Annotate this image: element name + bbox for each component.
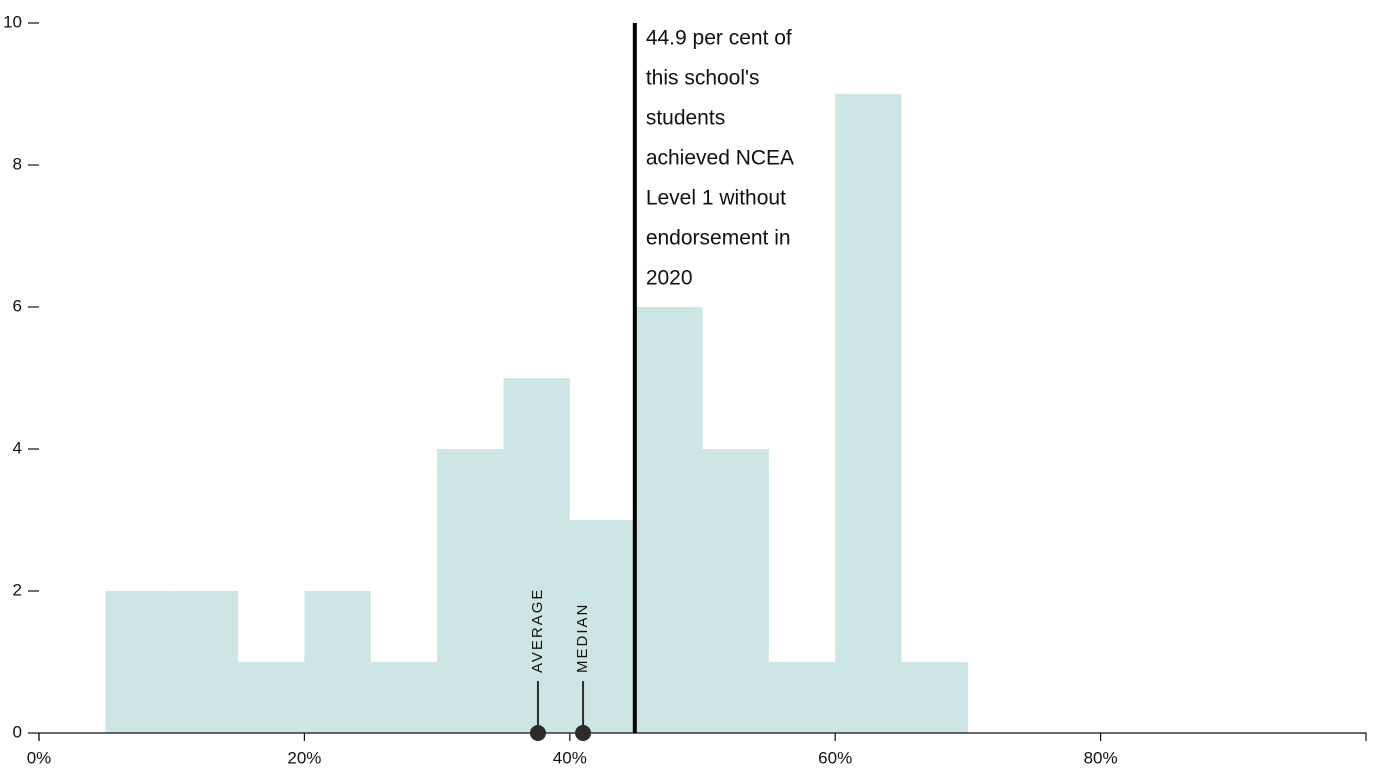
annotation-line: achieved NCEA [646,146,794,169]
annotation-line: 2020 [646,266,693,289]
y-tick-label: 10 [3,12,22,31]
bar [636,307,703,733]
annotation-line: Level 1 without [646,186,786,209]
bar [370,662,438,733]
marker-dot [575,725,592,741]
y-tick-label: 8 [13,154,22,173]
y-tick-label: 2 [13,580,22,599]
bar [901,662,968,733]
y-tick-label: 6 [13,296,22,315]
bar [437,449,504,733]
bar [105,591,172,733]
x-tick-label: 80% [1084,748,1118,767]
marker-label: AVERAGE [529,588,546,673]
annotation-line: this school's [646,66,760,89]
bar [171,591,239,733]
bar [569,520,637,733]
bar [768,662,836,733]
bar [304,591,371,733]
bar [835,94,902,733]
x-tick-label: 40% [553,748,587,767]
marker-dot [529,725,546,741]
marker-label: MEDIAN [574,603,591,673]
bar [702,449,769,733]
annotation-line: students [646,106,725,129]
x-tick-label: 60% [818,748,852,767]
bar [238,662,305,733]
y-tick-label: 4 [13,438,22,457]
x-tick-label: 20% [287,748,321,767]
annotation-line: 44.9 per cent of [646,26,792,49]
y-tick-label: 0 [13,722,22,741]
annotation-line: endorsement in [646,226,791,249]
x-axis [38,732,1367,741]
bar [503,378,570,733]
x-tick-label: 0% [27,748,52,767]
